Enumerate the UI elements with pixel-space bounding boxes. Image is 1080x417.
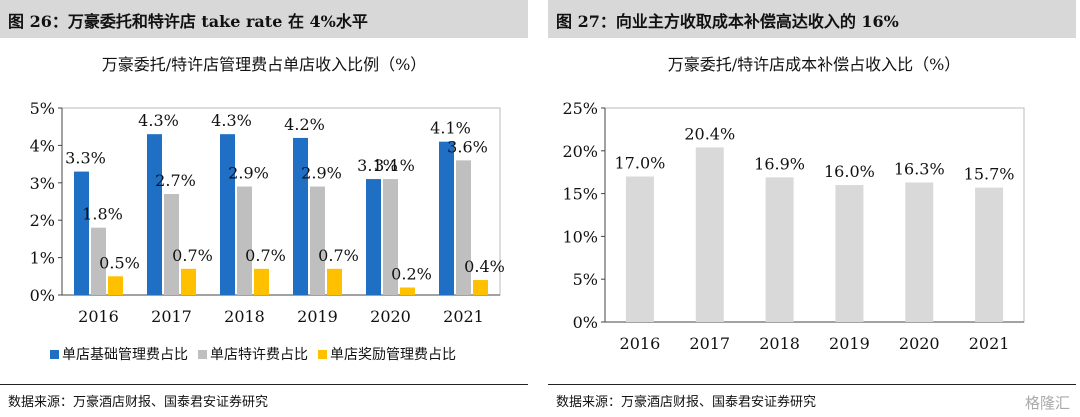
- bar: [237, 186, 252, 295]
- data-label: 0.4%: [464, 257, 505, 276]
- y-tick-label: 0%: [30, 286, 55, 305]
- left-divider: [0, 384, 528, 385]
- x-tick-label: 2017: [689, 334, 730, 353]
- y-tick-label: 5%: [573, 270, 598, 289]
- x-tick-label: 2019: [829, 334, 870, 353]
- bar: [181, 268, 196, 295]
- data-label: 0.2%: [391, 265, 432, 284]
- left-source: 数据来源：万豪酒店财报、国泰君安证券研究: [8, 395, 269, 410]
- data-label: 16.9%: [754, 154, 805, 173]
- bar: [254, 268, 269, 295]
- bar: [439, 141, 454, 295]
- bar: [625, 176, 654, 322]
- right-divider: [548, 384, 1076, 385]
- data-label: 0.7%: [172, 246, 213, 265]
- x-tick-label: 2018: [759, 334, 800, 353]
- bar: [327, 268, 342, 295]
- plot-area: [604, 107, 1025, 323]
- y-tick-label: 3%: [30, 174, 55, 193]
- bar: [975, 187, 1004, 322]
- left-bar-chart: 万豪委托/特许店管理费占单店收入比例（%） 0% 1% 2% 3% 4% 5% 2016 3.3…: [30, 55, 505, 363]
- y-tick-label: 2%: [30, 211, 55, 230]
- data-label: 15.7%: [964, 165, 1015, 184]
- data-label: 3.3%: [65, 149, 106, 168]
- watermark: 格隆汇: [1024, 394, 1070, 412]
- legend-label: 单店奖励管理费占比: [330, 346, 456, 363]
- data-label: 1.8%: [82, 205, 123, 224]
- data-label: 3.1%: [374, 156, 415, 175]
- x-tick-label: 2018: [224, 307, 265, 326]
- x-tick-label: 2020: [899, 334, 940, 353]
- left-figure-header: 图 26：万豪委托和特许店 take rate 在 4%水平: [0, 0, 528, 38]
- right-source: 数据来源：万豪酒店财报、国泰君安证券研究: [556, 395, 817, 410]
- legend-label: 单店基础管理费占比: [62, 346, 188, 363]
- x-tick-label: 2021: [443, 307, 484, 326]
- y-tick-label: 20%: [562, 142, 598, 161]
- data-label: 4.2%: [284, 115, 325, 134]
- y-tick-label: 5%: [30, 99, 55, 118]
- y-tick-label: 1%: [30, 249, 55, 268]
- x-tick-label: 2017: [151, 307, 192, 326]
- data-label: 3.1%: [357, 156, 398, 175]
- data-label: 0.7%: [318, 246, 359, 265]
- data-label: 16.3%: [894, 159, 945, 178]
- right-figure-title: 图 27：向业主方收取成本补偿高达收入的 16%: [556, 12, 899, 31]
- bar: [293, 137, 308, 295]
- left-figure-title: 图 26：万豪委托和特许店 take rate 在 4%水平: [8, 12, 368, 31]
- y-tick-label: 15%: [562, 185, 598, 204]
- y-tick-label: 25%: [562, 99, 598, 118]
- chart-title: 万豪委托/特许店管理费占单店收入比例（%）: [102, 55, 427, 74]
- data-label: 4.1%: [430, 119, 471, 138]
- bar: [147, 134, 162, 295]
- x-tick-label: 2021: [969, 334, 1010, 353]
- data-label: 0.5%: [99, 253, 140, 272]
- x-tick-label: 2016: [78, 307, 119, 326]
- bar: [310, 186, 325, 295]
- bar: [905, 182, 934, 322]
- data-label: 0.7%: [245, 246, 286, 265]
- data-label: 2.9%: [228, 164, 269, 183]
- bar: [164, 194, 179, 295]
- y-tick-label: 0%: [573, 313, 598, 332]
- x-tick-label: 2020: [370, 307, 411, 326]
- bar: [383, 179, 398, 295]
- data-label: 3.6%: [447, 137, 488, 156]
- y-tick-label: 4%: [30, 136, 55, 155]
- data-label: 4.3%: [211, 111, 252, 130]
- data-label: 2.7%: [155, 171, 196, 190]
- bar: [473, 280, 488, 295]
- bar: [456, 160, 471, 295]
- bar: [91, 227, 106, 295]
- y-tick-label: 10%: [562, 227, 598, 246]
- right-figure-header: 图 27：向业主方收取成本补偿高达收入的 16%: [548, 0, 1076, 38]
- bar: [765, 177, 794, 322]
- chart-title: 万豪委托/特许店成本补偿占收入比（%）: [668, 55, 961, 74]
- bar: [835, 185, 864, 322]
- data-label: 4.3%: [138, 111, 179, 130]
- data-label: 2.9%: [301, 164, 342, 183]
- bar: [74, 171, 89, 295]
- data-label: 20.4%: [684, 124, 735, 143]
- bar: [366, 179, 381, 295]
- legend-swatch: [50, 350, 59, 359]
- bar: [695, 147, 724, 322]
- bar: [400, 287, 415, 295]
- right-panel: 图 27：向业主方收取成本补偿高达收入的 16% 万豪委托/特许店成本补偿占收入…: [548, 0, 1076, 417]
- data-label: 17.0%: [615, 153, 666, 172]
- x-tick-label: 2016: [620, 334, 661, 353]
- bar: [108, 276, 123, 295]
- legend-label: 单店特许费占比: [210, 347, 308, 363]
- x-tick-label: 2019: [297, 307, 338, 326]
- right-bar-chart: 万豪委托/特许店成本补偿占收入比（%） 0% 5% 10% 15% 20% 25% 2016 1…: [562, 55, 1025, 353]
- left-panel: 图 26：万豪委托和特许店 take rate 在 4%水平 万豪委托/特许店管…: [0, 0, 528, 417]
- legend-swatch: [198, 350, 207, 359]
- data-label: 16.0%: [824, 162, 875, 181]
- legend-swatch: [318, 350, 327, 359]
- bar: [220, 134, 235, 295]
